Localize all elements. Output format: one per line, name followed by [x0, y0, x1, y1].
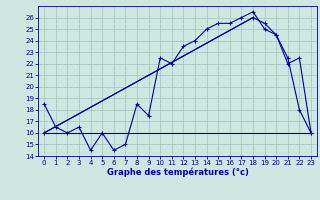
X-axis label: Graphe des températures (°c): Graphe des températures (°c) [107, 168, 249, 177]
